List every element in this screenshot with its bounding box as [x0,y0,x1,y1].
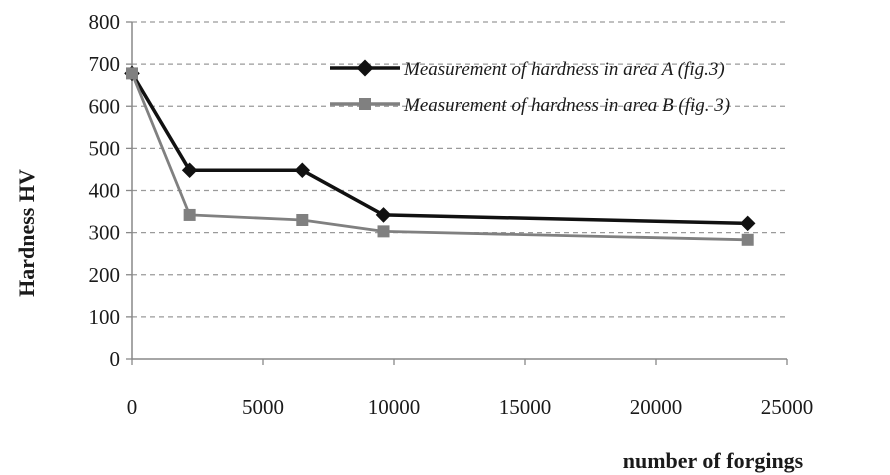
x-tick-label-20000: 20000 [630,395,683,419]
legend-label-area-a: Measurement of hardness in area A (fig.3… [403,59,725,80]
y-tick-labels: 0 100 200 300 400 500 600 700 800 [89,10,121,371]
x-axis-title: number of forgings [623,448,804,473]
legend-label-area-b: Measurement of hardness in area B (fig. … [403,95,730,116]
data-point-area-a-1 [181,162,198,179]
x-tick-label-0: 0 [127,395,138,419]
x-tick-label-10000: 10000 [368,395,421,419]
legend-item-area-b: Measurement of hardness in area B (fig. … [330,95,730,116]
x-tick-label-5000: 5000 [242,395,284,419]
data-point-area-b-2 [296,213,309,226]
x-tick-label-15000: 15000 [499,395,552,419]
y-tick-label-700: 700 [89,52,121,76]
data-point-area-a-2 [294,162,311,179]
y-tick-label-400: 400 [89,179,121,203]
data-point-area-b-0 [126,67,138,80]
data-point-area-a-3 [375,207,392,223]
x-tick-labels: 0 5000 10000 15000 20000 25000 [127,395,814,419]
series-group [124,65,756,246]
y-tick-label-800: 800 [89,10,121,34]
legend: Measurement of hardness in area A (fig.3… [330,59,730,116]
data-point-area-a-4 [739,215,756,232]
data-point-area-b-1 [183,208,196,221]
legend-marker-area-a [356,59,374,77]
y-tick-label-0: 0 [110,347,121,371]
y-tick-label-300: 300 [89,221,121,245]
y-tick-label-100: 100 [89,305,121,329]
y-tick-label-500: 500 [89,136,121,160]
y-tick-label-200: 200 [89,263,121,287]
data-point-area-b-4 [741,233,754,246]
gridlines [132,21,787,318]
x-tick-label-25000: 25000 [761,395,814,419]
legend-item-area-a: Measurement of hardness in area A (fig.3… [330,59,725,80]
data-point-area-b-3 [377,225,390,238]
y-axis-title: Hardness HV [14,169,39,297]
y-tick-label-600: 600 [89,94,121,118]
legend-marker-area-b [359,98,371,110]
